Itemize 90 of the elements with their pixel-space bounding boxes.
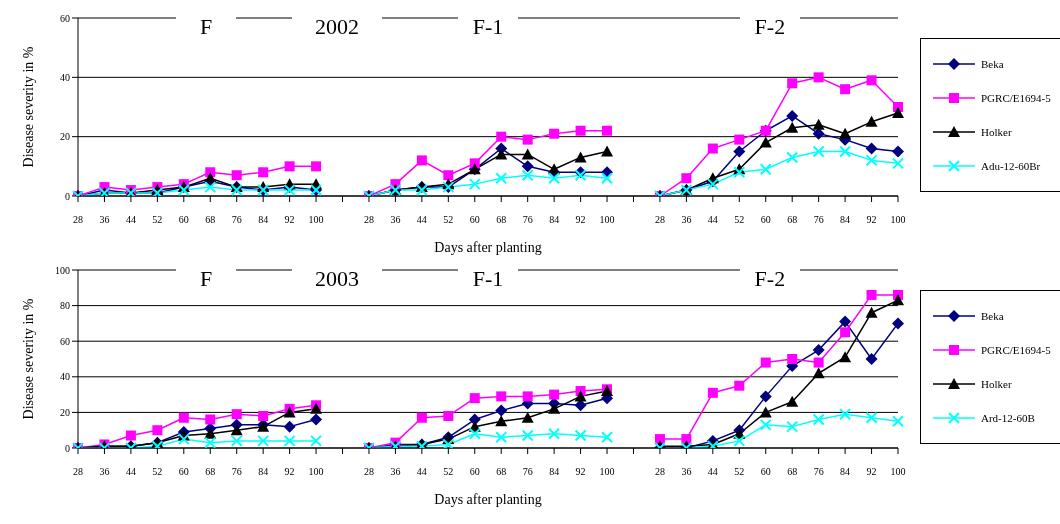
x-tick-label: 28 (363, 466, 374, 478)
x-tick-label: 68 (205, 214, 216, 226)
x-tick-label: 92 (284, 214, 295, 226)
x-tick-label: 36 (681, 214, 692, 226)
x-tick-label: 92 (866, 214, 877, 226)
x-tick-label: 36 (681, 466, 692, 478)
y-tick-label: 60 (60, 12, 70, 24)
x-tick-label: 52 (152, 466, 163, 478)
x-tick-label: 84 (549, 214, 560, 226)
x-tick-label: 92 (866, 466, 877, 478)
y-tick-label: 0 (65, 190, 70, 202)
x-tick-label: 84 (549, 466, 560, 478)
x-tick-label: 92 (575, 214, 586, 226)
x-tick-label: 60 (760, 466, 771, 478)
x-tick-label: 68 (496, 466, 507, 478)
y-tick-label: 100 (55, 264, 70, 276)
y-tick-label: 20 (60, 406, 70, 418)
x-tick-label: 76 (813, 214, 824, 226)
x-tick-label: 76 (231, 466, 242, 478)
annotation: F (176, 266, 237, 292)
x-tick-label: 36 (390, 214, 401, 226)
y-tick-label: 40 (60, 71, 70, 83)
annotation: F-2 (739, 14, 800, 40)
x-tick-label: 84 (840, 214, 851, 226)
x-tick-label: 28 (654, 214, 665, 226)
x-tick-label: 52 (443, 214, 454, 226)
legend-label: Adu-12-60Br (981, 160, 1041, 172)
y-tick-label: 40 (60, 371, 70, 383)
x-tick-label: 76 (231, 214, 242, 226)
x-tick-label: 100 (890, 466, 906, 478)
legend-label: Holker (981, 126, 1012, 138)
x-tick-label: 100 (308, 466, 324, 478)
x-tick-label: 36 (99, 466, 110, 478)
x-tick-label: 84 (840, 466, 851, 478)
x-tick-label: 28 (654, 466, 665, 478)
y-axis-title: Disease severity in % (20, 298, 36, 420)
x-tick-label: 36 (390, 466, 401, 478)
chart-title: 2003 (292, 266, 383, 292)
x-tick-label: 52 (734, 214, 745, 226)
x-tick-label: 100 (890, 214, 906, 226)
annotation: F (176, 14, 237, 40)
x-tick-label: 76 (522, 466, 533, 478)
x-axis-title: Days after planting (434, 492, 542, 507)
x-tick-label: 76 (813, 466, 824, 478)
y-tick-label: 60 (60, 335, 70, 347)
legend-label: Holker (981, 378, 1012, 390)
x-tick-label: 52 (152, 214, 163, 226)
annotation: F-1 (458, 14, 518, 40)
x-tick-label: 44 (707, 466, 718, 478)
x-tick-label: 52 (734, 466, 745, 478)
x-tick-label: 84 (258, 466, 269, 478)
y-tick-label: 80 (60, 300, 70, 312)
x-tick-label: 68 (787, 466, 798, 478)
y-axis-title: Disease severity in % (20, 46, 36, 168)
legend-label: Ard-12-60B (981, 412, 1035, 424)
x-tick-label: 68 (787, 214, 798, 226)
x-axis-title: Days after planting (434, 240, 542, 255)
annotation: F-1 (458, 266, 518, 292)
x-tick-label: 36 (99, 214, 110, 226)
x-tick-label: 92 (284, 466, 295, 478)
x-tick-label: 28 (363, 214, 374, 226)
y-tick-label: 20 (60, 131, 70, 143)
x-tick-label: 28 (73, 214, 83, 226)
y-tick-label: 0 (65, 442, 70, 454)
x-tick-label: 44 (125, 214, 136, 226)
x-tick-label: 100 (599, 466, 615, 478)
x-tick-label: 60 (178, 466, 189, 478)
legend-label: Beka (981, 58, 1004, 70)
legend-label: PGRC/E1694-5 (981, 92, 1051, 104)
x-tick-label: 84 (258, 214, 269, 226)
x-tick-label: 60 (178, 214, 189, 226)
x-tick-label: 44 (416, 466, 427, 478)
x-tick-label: 100 (308, 214, 324, 226)
x-tick-label: 44 (416, 214, 427, 226)
x-tick-label: 28 (73, 466, 83, 478)
x-tick-label: 44 (125, 466, 136, 478)
x-tick-label: 60 (469, 466, 480, 478)
x-tick-label: 60 (760, 214, 771, 226)
x-tick-label: 92 (575, 466, 586, 478)
x-tick-label: 68 (496, 214, 507, 226)
legend-label: PGRC/E1694-5 (981, 344, 1051, 356)
x-tick-label: 52 (443, 466, 454, 478)
legend-label: Beka (981, 310, 1004, 322)
annotation: F-2 (739, 266, 800, 292)
chart-title: 2002 (292, 14, 383, 40)
x-tick-label: 100 (599, 214, 615, 226)
x-tick-label: 44 (707, 214, 718, 226)
x-tick-label: 60 (469, 214, 480, 226)
x-tick-label: 68 (205, 466, 216, 478)
x-tick-label: 76 (522, 214, 533, 226)
